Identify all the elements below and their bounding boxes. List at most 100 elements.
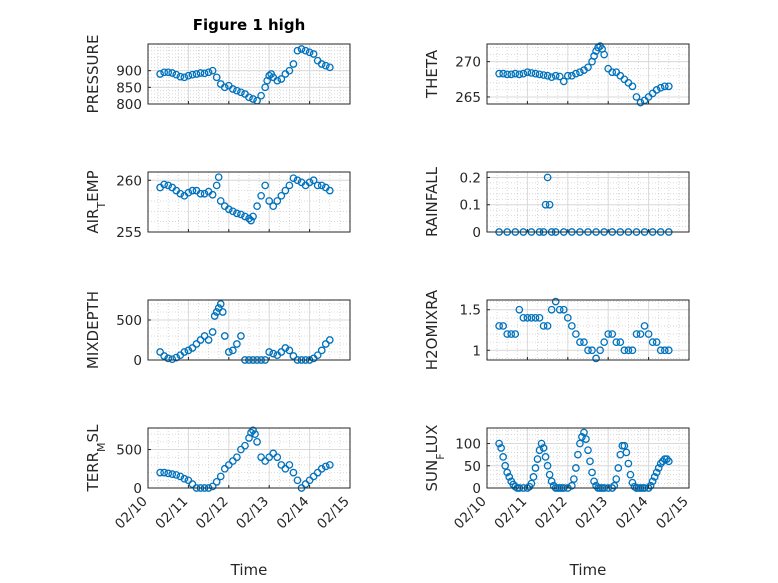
data-point (220, 83, 229, 92)
data-point (168, 470, 177, 479)
data-point (237, 210, 245, 219)
data-point (503, 330, 512, 338)
subplot-mixdepth: 0 500 MIXDEPTH (84, 291, 351, 369)
y-tick-label: 270 (455, 55, 481, 71)
y-axis-label: H2OMIXRA (423, 289, 441, 370)
data-point (600, 338, 609, 347)
y-tick-label: 265 (455, 90, 481, 106)
axes-box (486, 171, 690, 233)
data-point (628, 346, 637, 355)
data-point (574, 450, 582, 459)
data-point (214, 304, 223, 312)
data-point (543, 322, 552, 330)
data-point (247, 428, 255, 437)
data-point (317, 181, 326, 190)
x-tick-label: 02/14 (613, 494, 652, 533)
data-point (580, 428, 588, 437)
data-point (600, 50, 609, 59)
data-point (529, 473, 538, 481)
data-point (644, 330, 653, 338)
x-axis-label-right: Time (569, 561, 607, 579)
data-point (233, 86, 241, 95)
data-point (293, 476, 302, 485)
x-tick-label: 02/12 (532, 494, 571, 533)
data-point (237, 332, 245, 340)
data-point (184, 188, 193, 197)
data-point (184, 476, 193, 485)
data-point (305, 476, 314, 485)
data-point (317, 464, 326, 473)
y-tick-label: 0.2 (460, 170, 481, 186)
x-tick-label: 02/15 (653, 494, 692, 533)
data-point (608, 330, 617, 338)
data-point (188, 480, 197, 489)
data-point (245, 214, 253, 223)
data-point (172, 353, 181, 362)
y-axis-label: SUNFLUX (423, 425, 447, 492)
data-point (192, 70, 201, 78)
data-point (620, 441, 629, 450)
x-tick-label: 02/11 (152, 494, 191, 533)
y-tick-label: 50 (464, 459, 481, 475)
data-point (523, 68, 532, 77)
data-point (584, 346, 592, 355)
data-point (576, 68, 584, 77)
data-point (218, 308, 227, 316)
data-point (281, 464, 290, 473)
data-point (305, 48, 314, 57)
data-point (559, 77, 568, 86)
data-point (172, 70, 181, 79)
data-point (547, 73, 556, 82)
data-point (249, 426, 257, 435)
data-point (200, 69, 209, 78)
data-point (539, 444, 548, 452)
data-point (228, 346, 237, 355)
data-point (628, 82, 637, 91)
y-tick-label: 900 (116, 64, 142, 80)
x-tick-label: 02/10 (112, 494, 151, 533)
data-point (164, 354, 173, 363)
data-point (654, 464, 663, 472)
data-point (249, 212, 257, 221)
data-point (590, 52, 598, 60)
y-axis-label: TERRMSL (84, 424, 108, 493)
figure-title: Figure 1 high (193, 16, 306, 34)
data-point (277, 191, 286, 200)
data-point (572, 69, 580, 78)
data-point (537, 439, 546, 448)
y-tick-label: 100 (455, 437, 481, 453)
x-tick-label: 02/12 (193, 494, 232, 533)
data-point (551, 71, 560, 80)
data-point (273, 197, 282, 205)
data-point (539, 322, 548, 330)
data-point (273, 76, 282, 85)
data-point (176, 72, 185, 81)
y-tick-label: 0 (133, 353, 142, 369)
subplot-rainfall: 0 0.1 0.2 RAINFALL (423, 166, 690, 241)
data-point (612, 338, 621, 347)
data-point (233, 340, 241, 348)
data-point (160, 352, 169, 360)
data-point (214, 173, 223, 182)
data-point (204, 336, 213, 344)
data-point (499, 322, 508, 330)
data-point (321, 462, 330, 471)
data-point (628, 478, 637, 487)
data-point (567, 71, 576, 80)
data-point (567, 481, 576, 490)
data-point (511, 330, 520, 338)
data-point (249, 95, 257, 103)
data-point (622, 448, 631, 457)
data-point (261, 181, 270, 190)
data-point (660, 82, 669, 91)
data-point (325, 336, 334, 344)
data-point (580, 338, 588, 347)
axes-box (486, 43, 690, 105)
data-point (247, 216, 255, 225)
data-point (273, 453, 282, 462)
data-point (196, 189, 205, 198)
data-point (297, 45, 306, 53)
